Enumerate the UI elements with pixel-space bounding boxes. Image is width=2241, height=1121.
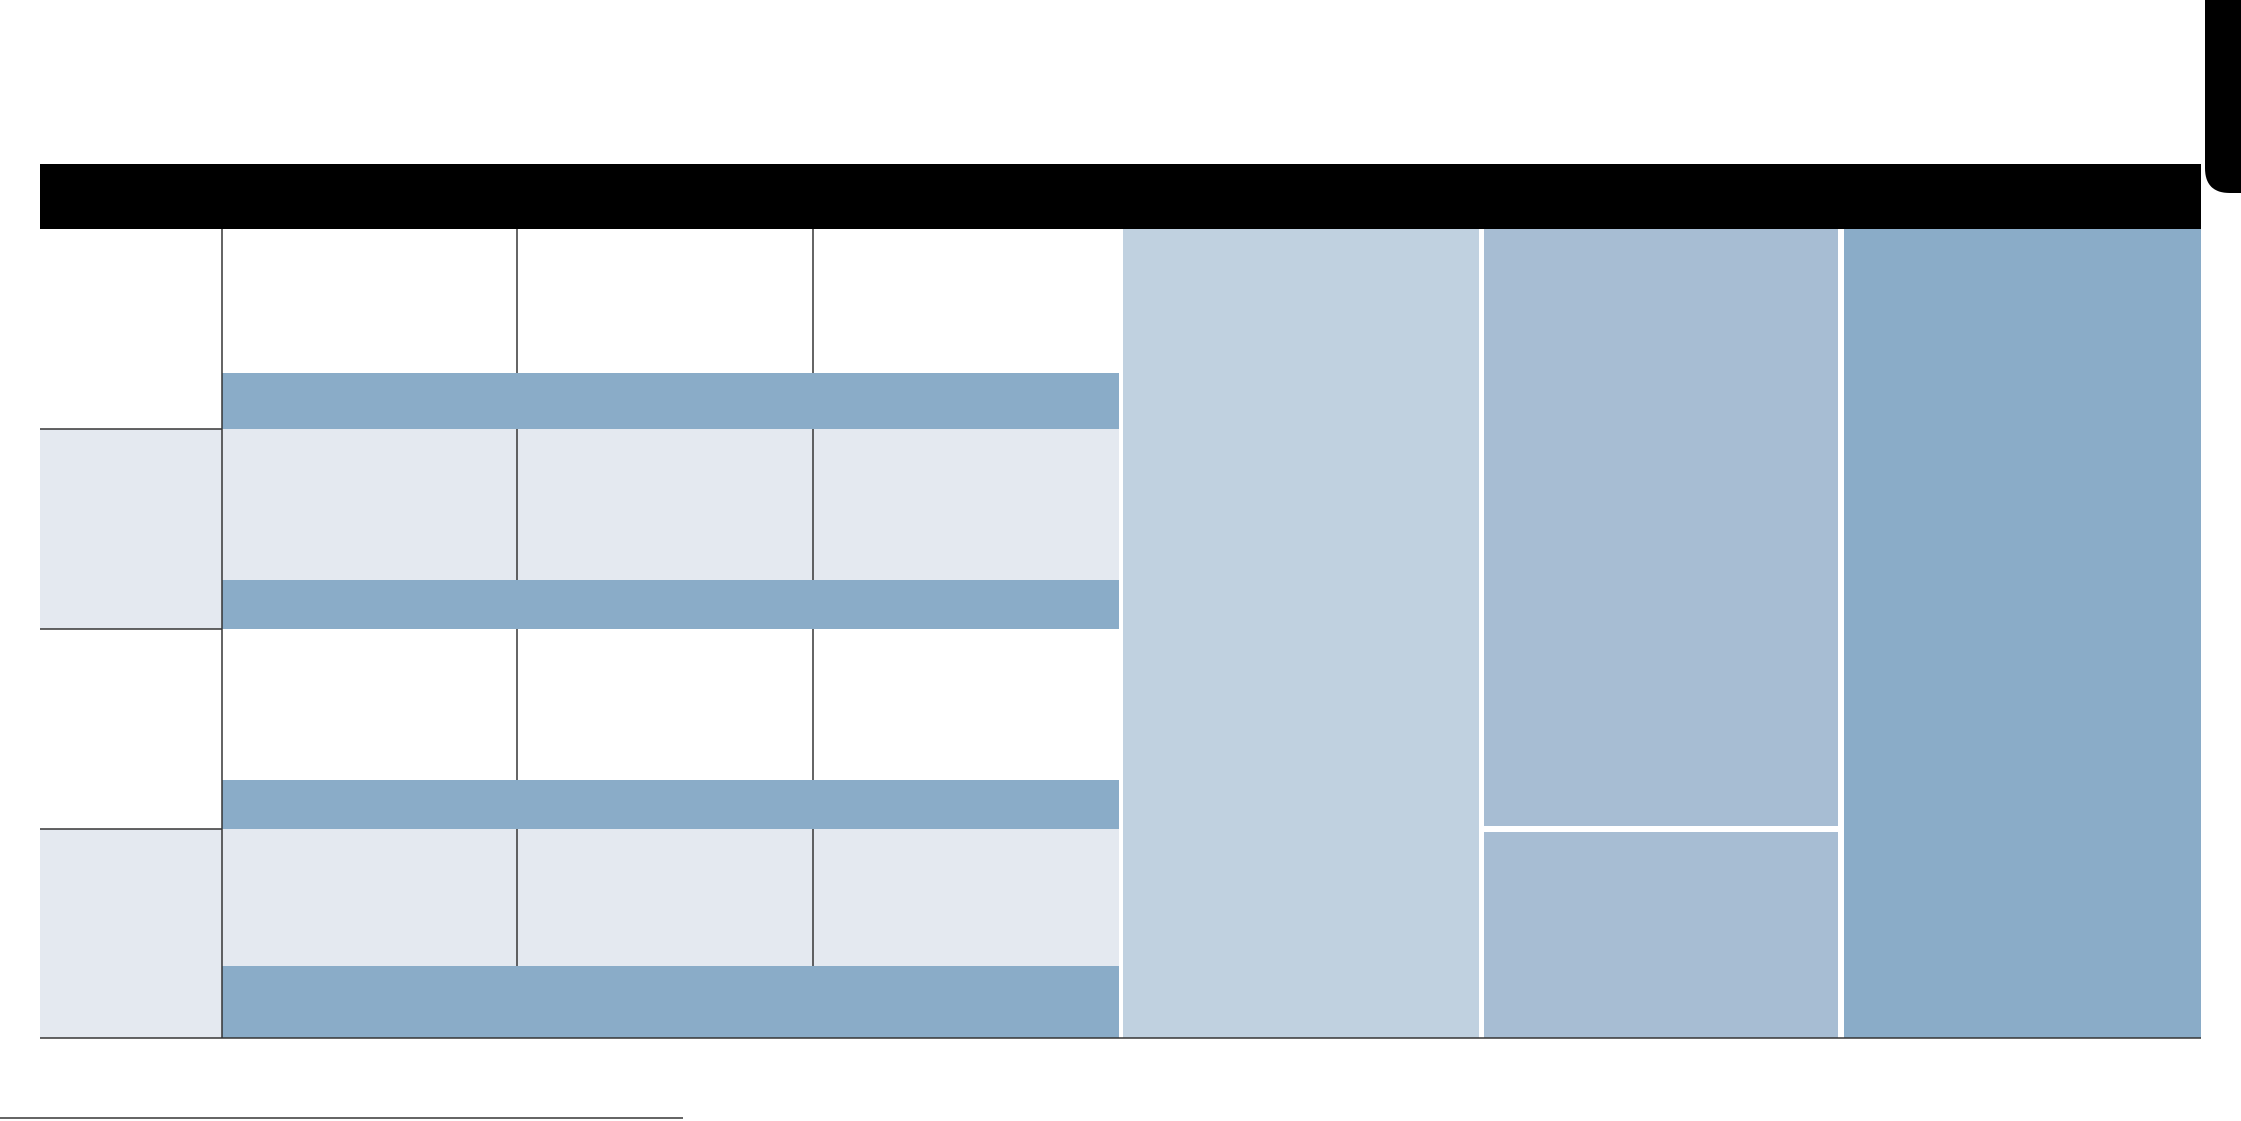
grid-lines [40,229,2201,1039]
row-band [222,780,1119,829]
column-panel [1844,229,2201,1038]
side-tab [2205,0,2241,193]
column-panel [1484,832,1838,1038]
column-panel [1484,229,1838,826]
row-band [222,373,1119,429]
column-panel [1123,229,1479,1038]
row-band [222,580,1119,629]
header-bar [40,164,2201,229]
row-band [222,966,1119,1038]
